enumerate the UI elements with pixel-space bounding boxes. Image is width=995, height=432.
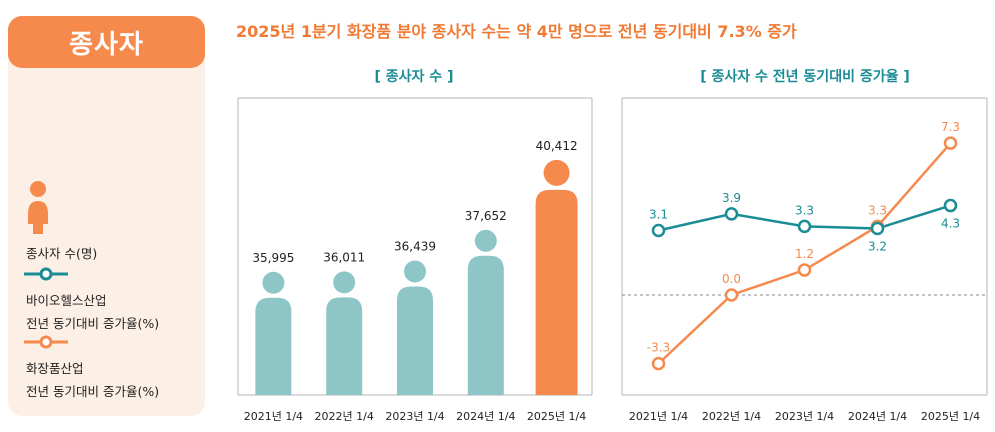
headline: 2025년 1분기 화장품 분야 종사자 수는 약 4만 명으로 전년 동기대비… [236, 22, 797, 41]
bar-figure [535, 159, 578, 395]
bar-figure-body [397, 286, 433, 395]
bar-figure [326, 271, 363, 395]
teal-line-marker-icon [24, 267, 68, 281]
bar-x-tick-label: 2023년 1/4 [385, 410, 444, 423]
bar-value-label: 36,439 [394, 240, 436, 254]
bar-figure-head [333, 271, 356, 294]
bar-x-tick-label: 2024년 1/4 [456, 410, 515, 423]
bar-value-label: 40,412 [536, 139, 578, 153]
bar-figure-body [255, 297, 292, 395]
bar-figure [467, 229, 504, 395]
bar-figure-head [404, 260, 426, 283]
bar-figure [255, 271, 292, 395]
legend-label-bio-2: 전년 동기대비 증가율(%) [26, 316, 160, 331]
bar-x-tick-label: 2022년 1/4 [315, 410, 374, 423]
legend-label-bio-1: 바이오헬스산업 [26, 293, 107, 308]
bar-value-label: 36,011 [323, 250, 365, 264]
bar-value-label: 37,652 [465, 209, 507, 223]
bar-figure-head [543, 159, 570, 186]
bar-figure-body [535, 189, 578, 395]
legend-label-cosmetics-2: 전년 동기대비 증가율(%) [26, 384, 160, 399]
bar-x-tick-label: 2021년 1/4 [244, 410, 303, 423]
bar-chart-title: [ 종사자 수 ] [374, 69, 454, 85]
bar-figure [397, 260, 433, 395]
section-badge: 종사자 [8, 16, 205, 68]
bar-value-label: 35,995 [252, 251, 294, 265]
bar-figure-head [474, 229, 497, 252]
line-chart-title: [ 종사자 수 전년 동기대비 증가율 ] [700, 69, 910, 85]
bar-figure-body [467, 255, 504, 395]
person-icon [28, 181, 48, 234]
legend-label-headcount: 종사자 수(명) [26, 246, 98, 261]
orange-line-marker-icon [24, 335, 68, 349]
bar-figure-head [262, 271, 285, 294]
legend-label-cosmetics-1: 화장품산업 [26, 361, 84, 376]
section-badge-label: 종사자 [69, 29, 144, 60]
bar-x-tick-label: 2025년 1/4 [527, 410, 586, 423]
bar-figure-body [326, 297, 363, 395]
